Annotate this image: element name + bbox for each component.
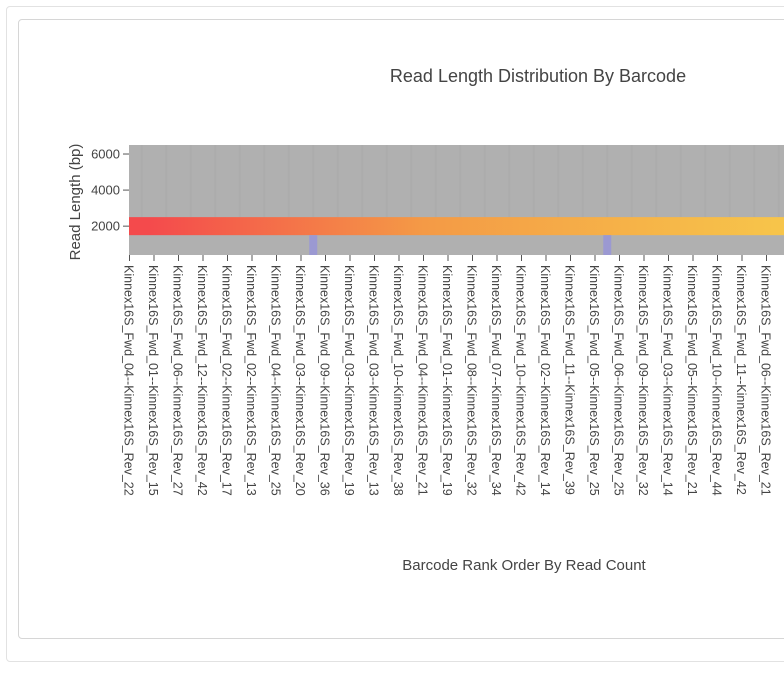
heatmap-column-stripe	[704, 145, 707, 218]
heatmap-column-stripe	[581, 145, 584, 218]
x-tick-label: Kinnex16S_Fwd_11--Kinnex16S_Rev_39	[563, 265, 577, 495]
y-tick-label: 6000	[91, 147, 120, 162]
x-tick-label: Kinnex16S_Fwd_01--Kinnex16S_Rev_19	[440, 265, 454, 496]
heatmap-column-stripe	[777, 145, 780, 218]
y-axis-label: Read Length (bp)	[67, 144, 84, 261]
plot-area	[129, 145, 784, 255]
heatmap-column-stripe	[361, 145, 364, 218]
x-tick-label: Kinnex16S_Fwd_10--Kinnex16S_Rev_44	[710, 265, 724, 496]
x-axis: Kinnex16S_Fwd_04--Kinnex16S_Rev_22 Kinnex…	[122, 255, 773, 496]
heatmap-column-stripe	[557, 145, 560, 218]
y-axis: 2000 4000 6000	[91, 147, 129, 234]
x-tick-label: Kinnex16S_Fwd_04--Kinnex16S_Rev_25	[269, 265, 283, 496]
heatmap-column-stripe	[630, 145, 633, 218]
x-tick-label: Kinnex16S_Fwd_09--Kinnex16S_Rev_32	[636, 265, 650, 496]
x-axis-label: Barcode Rank Order By Read Count	[402, 557, 646, 574]
chart-title: Read Length Distribution By Barcode	[390, 66, 686, 86]
x-tick-label: Kinnex16S_Fwd_05--Kinnex16S_Rev_21	[685, 265, 699, 496]
x-tick-label: Kinnex16S_Fwd_04--Kinnex16S_Rev_22	[122, 265, 136, 496]
x-tick-label: Kinnex16S_Fwd_04--Kinnex16S_Rev_21	[416, 265, 430, 496]
heatmap-column-stripe	[165, 145, 168, 218]
heatmap-column-stripe	[410, 145, 413, 218]
x-tick-label: Kinnex16S_Fwd_10--Kinnex16S_Rev_42	[514, 265, 528, 496]
x-tick-label: Kinnex16S_Fwd_03--Kinnex16S_Rev_20	[293, 265, 307, 496]
x-tick-label: Kinnex16S_Fwd_05--Kinnex16S_Rev_25	[587, 265, 601, 496]
x-tick-label: Kinnex16S_Fwd_09--Kinnex16S_Rev_36	[318, 265, 332, 496]
heatmap-column-stripe	[214, 145, 217, 218]
heatmap-background	[129, 145, 784, 255]
low-read-marker	[309, 235, 318, 255]
heatmap-column-stripe	[532, 145, 535, 218]
heatmap-column-stripe	[263, 145, 266, 218]
x-tick-label: Kinnex16S_Fwd_12--Kinnex16S_Rev_42	[195, 265, 209, 496]
x-tick-label: Kinnex16S_Fwd_03--Kinnex16S_Rev_13	[367, 265, 381, 496]
heatmap-column-stripe	[189, 145, 192, 218]
heatmap-column-stripe	[483, 145, 486, 218]
y-tick-label: 4000	[91, 183, 120, 198]
heatmap-column-stripe	[459, 145, 462, 218]
heatmap-column-stripe	[679, 145, 682, 218]
x-tick-label: Kinnex16S_Fwd_06--Kinnex16S_Rev_25	[612, 265, 626, 496]
y-tick-label: 2000	[91, 219, 120, 234]
x-tick-label: Kinnex16S_Fwd_03--Kinnex16S_Rev_19	[342, 265, 356, 496]
x-tick-label: Kinnex16S_Fwd_07--Kinnex16S_Rev_34	[489, 265, 503, 496]
heatmap-column-stripe	[385, 145, 388, 218]
x-tick-label: Kinnex16S_Fwd_11--Kinnex16S_Rev_42	[734, 265, 748, 495]
x-tick-label: Kinnex16S_Fwd_01--Kinnex16S_Rev_15	[146, 265, 160, 496]
x-tick-label: Kinnex16S_Fwd_06--Kinnex16S_Rev_21	[759, 265, 773, 496]
x-tick-label: Kinnex16S_Fwd_06--Kinnex16S_Rev_27	[171, 265, 185, 496]
x-tick-label: Kinnex16S_Fwd_02--Kinnex16S_Rev_13	[244, 265, 258, 496]
low-read-marker	[603, 235, 612, 255]
x-tick-label: Kinnex16S_Fwd_02--Kinnex16S_Rev_17	[220, 265, 234, 496]
heatmap-column-stripe	[312, 145, 315, 218]
heatmap-column-stripe	[753, 145, 756, 218]
heatmap-column-stripe	[336, 145, 339, 218]
heatmap-column-stripe	[655, 145, 658, 218]
heatmap-column-stripe	[606, 145, 609, 218]
heatmap-column-stripe	[728, 145, 731, 218]
x-tick-label: Kinnex16S_Fwd_10--Kinnex16S_Rev_38	[391, 265, 405, 496]
heatmap-column-stripe	[434, 145, 437, 218]
read-length-band	[129, 217, 784, 236]
x-tick-label: Kinnex16S_Fwd_03--Kinnex16S_Rev_14	[661, 265, 675, 496]
heatmap-column-stripe	[508, 145, 511, 218]
chart-panel	[18, 19, 784, 639]
heatmap-column-stripe	[140, 145, 143, 218]
heatmap-column-stripe	[287, 145, 290, 218]
x-tick-label: Kinnex16S_Fwd_08--Kinnex16S_Rev_32	[465, 265, 479, 496]
x-tick-label: Kinnex16S_Fwd_02--Kinnex16S_Rev_14	[538, 265, 552, 496]
heatmap-column-stripe	[238, 145, 241, 218]
